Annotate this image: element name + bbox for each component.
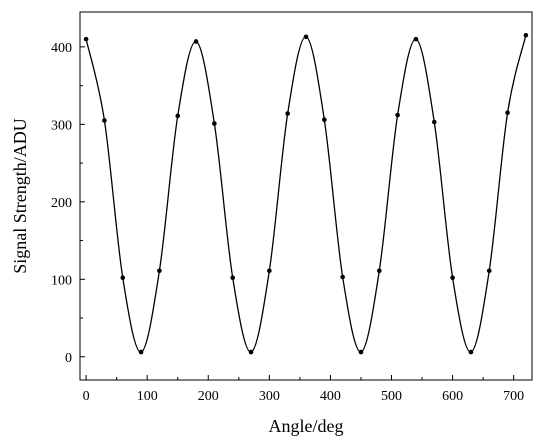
y-tick-label: 300 [51, 118, 72, 133]
data-markers [83, 32, 529, 355]
x-axis-title: Angle/deg [269, 416, 344, 436]
data-point [395, 112, 400, 118]
y-tick-label: 200 [51, 196, 72, 211]
y-tick-label: 400 [51, 41, 72, 56]
y-tick-label: 0 [65, 351, 72, 366]
y-axis-title: Signal Strength/ADU [10, 118, 30, 274]
x-tick-label: 0 [83, 389, 90, 404]
data-point [193, 39, 199, 44]
data-point [340, 274, 345, 280]
data-point [138, 349, 144, 355]
x-axis-ticks: 0 100 200 300 400 500 600 700 [83, 375, 524, 404]
data-point [413, 36, 419, 42]
x-tick-label: 100 [137, 389, 158, 404]
x-tick-label: 300 [259, 389, 280, 404]
data-point [303, 34, 309, 40]
data-point [212, 121, 217, 126]
data-point [285, 111, 290, 116]
data-point [376, 268, 382, 274]
data-point [248, 349, 254, 355]
data-point [175, 113, 181, 119]
data-point [267, 268, 272, 274]
data-point [322, 117, 327, 122]
plot-frame [79, 11, 533, 381]
x-tick-label: 600 [442, 389, 463, 404]
x-tick-label: 400 [320, 389, 341, 404]
x-tick-label: 500 [381, 389, 402, 404]
data-point [120, 275, 126, 281]
x-tick-label: 200 [198, 389, 219, 404]
data-point [523, 32, 529, 38]
data-point [468, 349, 474, 355]
data-point [450, 275, 455, 281]
y-tick-label: 100 [51, 273, 72, 288]
data-point [157, 268, 162, 274]
data-point [358, 349, 364, 355]
data-point [230, 275, 236, 281]
data-point [505, 110, 510, 116]
signal-curve [85, 35, 527, 353]
data-point [486, 268, 492, 274]
data-point [431, 119, 437, 125]
data-point [102, 118, 107, 123]
x-tick-label: 700 [503, 389, 524, 404]
data-point [83, 36, 89, 42]
y-axis-ticks: 0 100 200 300 400 [51, 41, 85, 366]
